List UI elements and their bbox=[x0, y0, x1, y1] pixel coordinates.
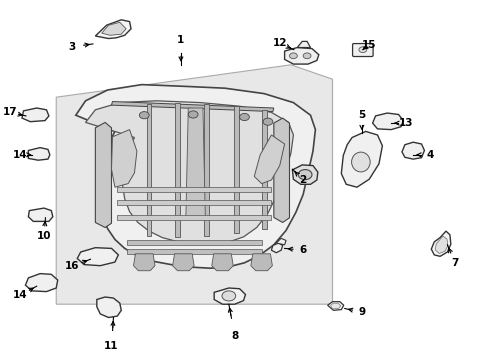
Polygon shape bbox=[284, 48, 318, 64]
Polygon shape bbox=[95, 20, 131, 39]
Text: 2: 2 bbox=[299, 175, 306, 185]
Text: 16: 16 bbox=[65, 261, 80, 271]
Text: 1: 1 bbox=[177, 35, 184, 45]
Polygon shape bbox=[117, 215, 271, 220]
Polygon shape bbox=[276, 238, 285, 245]
Circle shape bbox=[239, 113, 249, 121]
Polygon shape bbox=[56, 65, 332, 304]
Polygon shape bbox=[330, 303, 340, 309]
Text: 5: 5 bbox=[358, 110, 365, 120]
Circle shape bbox=[188, 111, 198, 118]
Polygon shape bbox=[372, 113, 403, 130]
Circle shape bbox=[139, 112, 149, 119]
Polygon shape bbox=[117, 187, 271, 192]
Polygon shape bbox=[111, 130, 137, 187]
Polygon shape bbox=[292, 165, 317, 184]
Polygon shape bbox=[85, 101, 293, 244]
Polygon shape bbox=[133, 254, 155, 271]
Polygon shape bbox=[204, 104, 209, 236]
Polygon shape bbox=[22, 108, 49, 122]
Circle shape bbox=[222, 291, 235, 301]
Circle shape bbox=[358, 47, 366, 53]
Polygon shape bbox=[250, 254, 272, 271]
Polygon shape bbox=[327, 302, 343, 310]
Polygon shape bbox=[214, 288, 245, 304]
Polygon shape bbox=[146, 104, 150, 236]
Polygon shape bbox=[77, 248, 118, 266]
Polygon shape bbox=[211, 254, 233, 271]
Polygon shape bbox=[95, 122, 111, 228]
Text: 14: 14 bbox=[13, 290, 28, 300]
Text: 15: 15 bbox=[361, 40, 376, 50]
Text: 8: 8 bbox=[231, 330, 238, 341]
Polygon shape bbox=[97, 297, 121, 318]
Polygon shape bbox=[76, 85, 315, 268]
Text: 7: 7 bbox=[450, 258, 458, 268]
Text: 3: 3 bbox=[69, 42, 76, 52]
Polygon shape bbox=[341, 131, 382, 187]
Polygon shape bbox=[434, 236, 447, 253]
Text: 14: 14 bbox=[13, 150, 28, 160]
Polygon shape bbox=[127, 249, 261, 254]
Polygon shape bbox=[25, 274, 58, 292]
Text: 10: 10 bbox=[37, 231, 51, 241]
Text: 12: 12 bbox=[272, 38, 286, 48]
Polygon shape bbox=[117, 200, 271, 205]
Circle shape bbox=[298, 170, 311, 180]
Text: 13: 13 bbox=[398, 118, 412, 128]
Polygon shape bbox=[127, 240, 261, 245]
Polygon shape bbox=[297, 41, 310, 48]
Text: 4: 4 bbox=[426, 150, 433, 160]
FancyBboxPatch shape bbox=[352, 44, 372, 57]
Circle shape bbox=[289, 53, 297, 59]
Circle shape bbox=[263, 118, 272, 125]
Polygon shape bbox=[233, 106, 238, 233]
Polygon shape bbox=[172, 254, 194, 271]
Polygon shape bbox=[273, 118, 289, 222]
Text: 6: 6 bbox=[299, 245, 306, 255]
Polygon shape bbox=[401, 142, 424, 159]
Text: 11: 11 bbox=[104, 341, 119, 351]
Text: 17: 17 bbox=[2, 107, 17, 117]
Polygon shape bbox=[102, 22, 126, 35]
Circle shape bbox=[303, 53, 310, 59]
Polygon shape bbox=[261, 110, 266, 229]
Polygon shape bbox=[28, 148, 50, 160]
Polygon shape bbox=[111, 102, 273, 112]
Polygon shape bbox=[175, 103, 180, 237]
Polygon shape bbox=[254, 135, 284, 184]
Text: 9: 9 bbox=[358, 307, 365, 317]
Polygon shape bbox=[271, 243, 282, 253]
Ellipse shape bbox=[351, 152, 369, 172]
Polygon shape bbox=[430, 231, 450, 256]
Polygon shape bbox=[28, 208, 53, 221]
Polygon shape bbox=[185, 108, 205, 220]
